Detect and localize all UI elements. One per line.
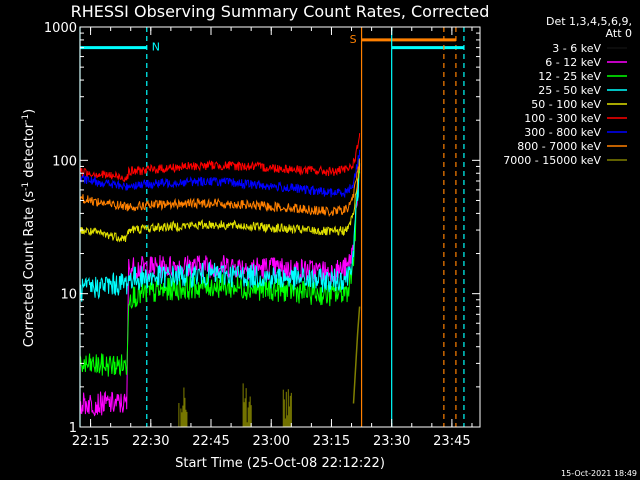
series-line <box>126 180 361 321</box>
x-tick-label: 23:30 <box>373 434 410 449</box>
axes-layer: 1 10 100 1000 22:15 22:30 22:45 23:00 23:15 23:30… <box>44 21 481 449</box>
svg-text:Corrected Count Rate (s-1 dete: Corrected Count Rate (s-1 detector-1) <box>21 109 37 347</box>
y-tick-label: 1 <box>69 421 77 436</box>
series-5 <box>79 133 361 183</box>
series-8 <box>178 306 361 427</box>
series-line <box>79 158 361 218</box>
y-axis-label-end: ) <box>22 109 37 114</box>
legend-entry-label: 50 - 100 keV <box>531 98 601 111</box>
legend-entry-label: 300 - 800 keV <box>524 126 601 139</box>
series-line <box>79 158 361 302</box>
y-tick-label: 100 <box>52 154 77 169</box>
series-6 <box>79 149 361 199</box>
annotation-label: N <box>152 41 160 54</box>
x-tick-label: 23:15 <box>313 434 350 449</box>
series-2 <box>79 169 361 377</box>
series-line <box>79 169 361 377</box>
x-tick-label: 22:15 <box>72 434 109 449</box>
legend-entry-label: 7000 - 15000 keV <box>503 154 601 167</box>
series-line <box>79 159 361 417</box>
series-3 <box>79 158 361 302</box>
timestamp: 15-Oct-2021 18:49 <box>561 469 637 478</box>
series-line <box>79 149 361 199</box>
series-layer <box>79 133 361 427</box>
x-axis-label: Start Time (25-Oct-08 22:12:22) <box>175 456 385 471</box>
plot-frame <box>79 26 481 428</box>
annotation-night-2 <box>391 27 465 427</box>
legend-header: Det 1,3,4,5,6,9, <box>546 15 632 28</box>
series-7 <box>79 158 361 218</box>
series-1 <box>79 159 361 417</box>
chart-title: RHESSI Observing Summary Count Rates, Co… <box>71 2 490 21</box>
annotation-label: S <box>350 33 357 46</box>
series-0 <box>126 180 361 321</box>
x-tick-label: 23:45 <box>433 434 470 449</box>
y-axis-label-mid: detector <box>22 122 37 182</box>
legend-entry-label: 3 - 6 keV <box>552 42 601 55</box>
series-4 <box>79 163 361 243</box>
legend-header: Att 0 <box>606 27 632 40</box>
legend-entry-label: 800 - 7000 keV <box>517 140 601 153</box>
x-tick-label: 23:00 <box>253 434 290 449</box>
x-tick-label: 22:45 <box>192 434 229 449</box>
y-axis-label-main: Corrected Count Rate (s <box>22 191 37 348</box>
series-line <box>79 163 361 243</box>
annotation-saa-1: S <box>350 27 457 427</box>
x-tick-label: 22:30 <box>132 434 169 449</box>
series-line <box>79 133 361 183</box>
y-tick-label: 1000 <box>44 21 77 36</box>
legend-entry-label: 6 - 12 keV <box>545 56 601 69</box>
annotation-layer: NS <box>79 27 465 427</box>
legend-entry-label: 12 - 25 keV <box>538 70 601 83</box>
y-axis-label: Corrected Count Rate (s-1 detector-1) <box>21 109 37 347</box>
legend-entry-label: 25 - 50 keV <box>538 84 601 97</box>
y-axis-label-sup2: -1 <box>21 114 31 123</box>
legend-entry-label: 100 - 300 keV <box>524 112 601 125</box>
y-tick-label: 10 <box>60 288 77 303</box>
series-line <box>352 306 361 404</box>
y-axis-label-sup1: -1 <box>21 182 31 191</box>
